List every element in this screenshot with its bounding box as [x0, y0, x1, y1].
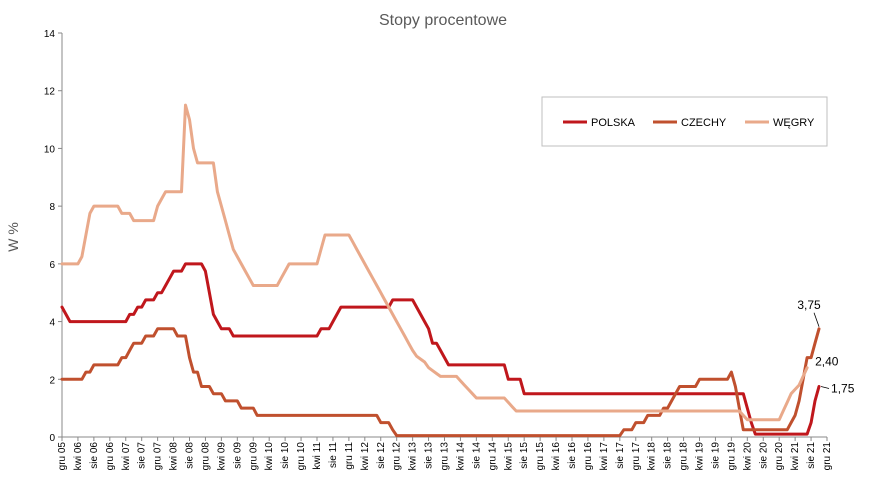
legend-label-węgry: WĘGRY — [773, 117, 815, 129]
x-tick-label: sie 20 — [758, 442, 769, 469]
x-tick-label: kwi 08 — [169, 442, 180, 471]
data-label-leader — [820, 386, 830, 389]
x-tick-label: kwi 19 — [695, 442, 706, 471]
x-tick-label: sie 07 — [137, 442, 148, 469]
chart-title: Stopy procentowe — [379, 12, 507, 29]
x-tick-label: gru 14 — [487, 442, 498, 471]
legend-label-polska: POLSKA — [591, 117, 636, 129]
data-label: 2,40 — [815, 355, 839, 369]
x-tick-label: sie 08 — [185, 442, 196, 469]
y-tick-label: 6 — [49, 260, 55, 271]
annotations: 3,75 2,40 1,75 — [797, 298, 854, 396]
x-tick-label: kwi 12 — [360, 442, 371, 471]
x-tick-label: kwi 16 — [551, 442, 562, 471]
x-tick-label: sie 13 — [424, 442, 435, 469]
legend-label-czechy: CZECHY — [681, 117, 727, 129]
x-tick-label: gru 13 — [440, 442, 451, 471]
x-tick-label: gru 15 — [535, 442, 546, 471]
y-tick-label: 8 — [49, 202, 55, 213]
x-tick-label: sie 10 — [280, 442, 291, 469]
x-tick-label: sie 16 — [567, 442, 578, 469]
x-tick-label: sie 06 — [89, 442, 100, 469]
x-axis: gru 05 kwi 06 sie 06 gru 06 kwi 07 sie 07 gru … — [57, 436, 833, 471]
x-tick-label: gru 20 — [774, 442, 785, 471]
data-label-leader — [813, 312, 820, 327]
y-tick-label: 14 — [44, 29, 56, 40]
y-tick-label: 0 — [49, 433, 55, 444]
legend-box — [541, 96, 828, 147]
data-label: 3,75 — [797, 298, 821, 312]
x-tick-label: kwi 17 — [599, 442, 610, 471]
x-tick-label: gru 12 — [392, 442, 403, 471]
series-lines — [60, 103, 821, 438]
x-tick-label: gru 07 — [153, 442, 164, 471]
series-line-polska — [60, 262, 821, 436]
x-tick-label: gru 05 — [57, 442, 68, 471]
x-tick-label: gru 06 — [105, 442, 116, 471]
x-tick-label: sie 19 — [710, 442, 721, 469]
x-tick-label: gru 09 — [248, 442, 259, 471]
x-tick-label: kwi 06 — [73, 442, 84, 471]
series-line-czechy — [60, 327, 821, 438]
x-tick-label: gru 19 — [726, 442, 737, 471]
x-tick-label: kwi 21 — [790, 442, 801, 471]
y-axis-label: W % — [5, 222, 21, 252]
x-tick-label: gru 10 — [296, 442, 307, 471]
x-tick-label: kwi 07 — [121, 442, 132, 471]
x-tick-label: kwi 09 — [216, 442, 227, 471]
x-tick-label: kwi 11 — [312, 442, 323, 470]
x-tick-label: sie 14 — [471, 442, 482, 469]
legend: POLSKA CZECHY WĘGRY — [541, 96, 828, 147]
x-tick-label: kwi 18 — [647, 442, 658, 471]
x-tick-label: kwi 20 — [742, 442, 753, 471]
x-tick-label: kwi 15 — [503, 442, 514, 471]
x-tick-label: kwi 13 — [408, 442, 419, 471]
y-tick-label: 10 — [44, 144, 56, 155]
y-tick-label: 4 — [49, 318, 55, 329]
x-tick-label: kwi 14 — [455, 442, 466, 471]
series-line-węgry — [60, 103, 809, 422]
x-tick-label: gru 11 — [344, 442, 355, 470]
y-tick-label: 12 — [44, 87, 56, 98]
y-tick-label: 2 — [49, 375, 55, 386]
x-tick-label: gru 16 — [583, 442, 594, 471]
x-tick-label: kwi 10 — [264, 442, 275, 471]
x-tick-label: sie 11 — [328, 442, 339, 468]
x-tick-label: gru 21 — [822, 442, 833, 471]
x-tick-label: sie 17 — [615, 442, 626, 469]
data-label: 1,75 — [831, 382, 855, 396]
x-tick-label: gru 17 — [631, 442, 642, 471]
x-tick-label: gru 08 — [200, 442, 211, 471]
x-tick-label: gru 18 — [679, 442, 690, 471]
x-tick-label: sie 18 — [663, 442, 674, 469]
x-tick-label: sie 21 — [806, 442, 817, 469]
x-tick-label: sie 09 — [232, 442, 243, 469]
x-tick-label: sie 12 — [376, 442, 387, 469]
x-tick-label: sie 15 — [519, 442, 530, 469]
y-axis: 0 2 4 6 8 10 12 14 — [44, 29, 63, 444]
